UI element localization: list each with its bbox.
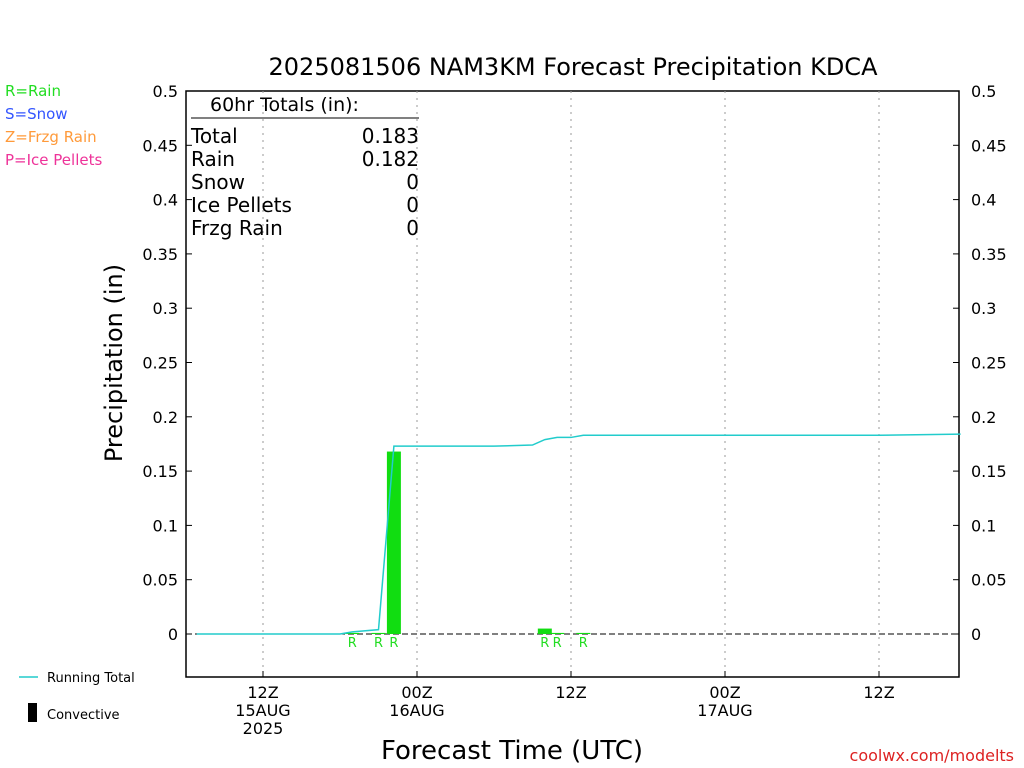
totals-box: 60hr Totals (in): Total 0.183 Rain 0.182 Sno… <box>190 94 419 240</box>
totals-value: 0 <box>406 170 419 194</box>
y-tick-label-left: 0.5 <box>153 82 178 101</box>
ptype-label: R <box>389 636 398 651</box>
ptype-legend-item: R=Rain <box>5 82 61 100</box>
chart-title: 2025081506 NAM3KM Forecast Precipitation… <box>269 53 879 81</box>
totals-value: 0.182 <box>362 147 419 171</box>
y-tick-label-right: 0.3 <box>971 299 996 318</box>
x-tick-label: 00Z <box>709 683 740 702</box>
precip-bar <box>371 632 386 634</box>
x-tick-label: 12Z <box>863 683 894 702</box>
totals-label: Total <box>190 124 238 148</box>
y-tick-label-right: 0.1 <box>971 516 996 535</box>
precip-bar <box>386 451 401 634</box>
x-tick-label: 17AUG <box>697 701 752 720</box>
totals-value: 0 <box>406 216 419 240</box>
y-tick-label-left: 0.05 <box>142 571 178 590</box>
ptype-label: R <box>348 636 357 651</box>
precip-bar <box>537 628 552 634</box>
precip-bar <box>550 632 565 634</box>
series-legend: Running Total Convective <box>19 671 135 723</box>
totals-label: Ice Pellets <box>191 193 292 217</box>
y-tick-label-right: 0.05 <box>971 571 1007 590</box>
credit-text: coolwx.com/modelts <box>850 746 1014 765</box>
y-tick-label-left: 0.45 <box>142 136 178 155</box>
totals-label: Rain <box>191 147 235 171</box>
totals-value: 0.183 <box>362 124 419 148</box>
y-tick-label-left: 0.4 <box>153 191 178 210</box>
ptype-legend-item: P=Ice Pellets <box>5 151 102 169</box>
ptype-label: R <box>540 636 549 651</box>
x-tick-label: 12Z <box>247 683 278 702</box>
y-tick-label-left: 0.25 <box>142 354 178 373</box>
ptype-legend: R=Rain S=Snow Z=Frzg Rain P=Ice Pellets <box>5 82 102 169</box>
y-tick-label-left: 0.1 <box>153 516 178 535</box>
y-tick-label-right: 0.45 <box>971 136 1007 155</box>
ptype-label: R <box>374 636 383 651</box>
y-tick-label-left: 0.15 <box>142 462 178 481</box>
ptype-legend-item: Z=Frzg Rain <box>5 128 97 146</box>
y-tick-label-left: 0.3 <box>153 299 178 318</box>
totals-value: 0 <box>406 193 419 217</box>
running-total-legend-label: Running Total <box>47 671 135 686</box>
x-axis-label: Forecast Time (UTC) <box>381 736 643 766</box>
precip-bars <box>345 451 591 634</box>
totals-heading: 60hr Totals (in): <box>210 94 359 116</box>
totals-label: Frzg Rain <box>191 216 283 240</box>
ptype-label: R <box>553 636 562 651</box>
grid-lines <box>262 91 880 677</box>
precip-bar <box>345 632 360 634</box>
y-tick-label-left: 0 <box>168 625 178 644</box>
y-tick-label-right: 0.5 <box>971 82 996 101</box>
y-tick-label-right: 0.15 <box>971 462 1007 481</box>
totals-rows: Total 0.183 Rain 0.182 Snow 0 Ice Pellets 0 Frzg… <box>190 124 419 240</box>
x-tick-label: 2025 <box>243 719 284 738</box>
y-tick-label-left: 0.2 <box>153 408 178 427</box>
running-total-series <box>196 433 961 635</box>
totals-label: Snow <box>191 170 245 194</box>
y-tick-label-right: 0.4 <box>971 191 996 210</box>
y-tick-label-right: 0.25 <box>971 354 1007 373</box>
convective-legend-swatch <box>28 703 37 722</box>
running-total-line <box>196 433 961 635</box>
plot-frame <box>185 90 960 678</box>
x-tick-label: 15AUG <box>235 701 290 720</box>
ptype-legend-item: S=Snow <box>5 105 68 123</box>
precip-bar <box>576 632 591 634</box>
ptype-label: R <box>579 636 588 651</box>
x-tick-label: 00Z <box>401 683 432 702</box>
convective-legend-label: Convective <box>47 708 120 723</box>
y-tick-label-left: 0.35 <box>142 245 178 264</box>
y-tick-label-right: 0.2 <box>971 408 996 427</box>
y-axis-label: Precipitation (in) <box>100 264 128 462</box>
x-tick-label: 12Z <box>555 683 586 702</box>
y-tick-label-right: 0 <box>971 625 981 644</box>
axis-ticks: 0.5 0.5 0.45 0.45 0.4 0.4 0.35 0.35 0.3 0.3 0.25 0.… <box>142 82 1006 738</box>
x-tick-label: 16AUG <box>389 701 444 720</box>
y-tick-label-right: 0.35 <box>971 245 1007 264</box>
